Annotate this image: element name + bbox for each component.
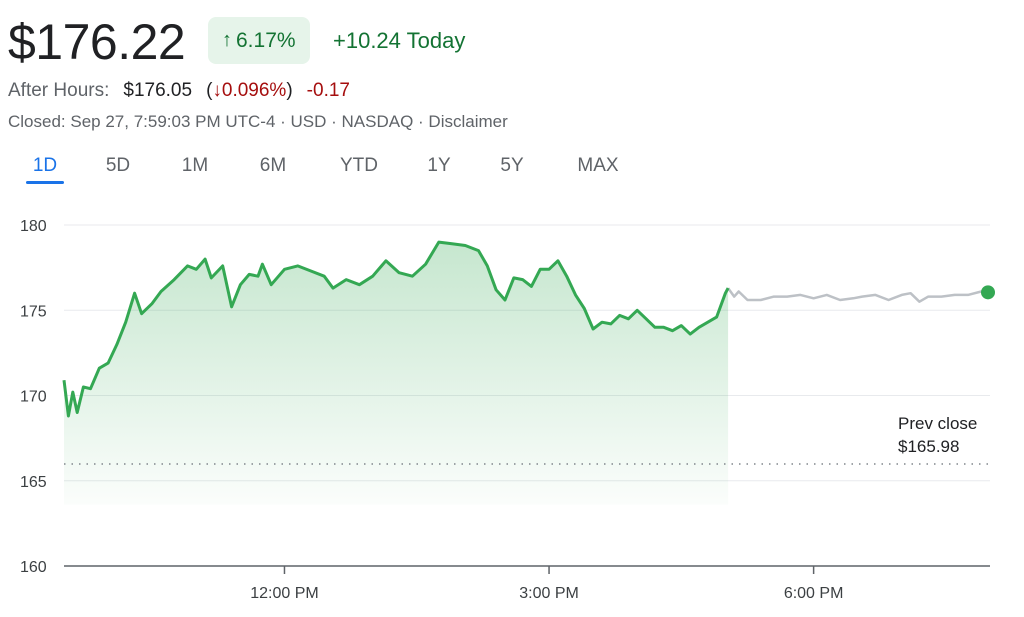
x-tick-label: 3:00 PM	[519, 585, 579, 602]
x-tick-label: 12:00 PM	[250, 585, 318, 602]
after-hours-price: $176.05	[123, 80, 193, 101]
regular-session-line	[62, 240, 730, 418]
after-hours-change: -0.17	[306, 80, 350, 101]
tab-6m[interactable]: 6M	[259, 155, 287, 176]
regular-session-area	[64, 242, 729, 505]
tab-ytd[interactable]: YTD	[340, 155, 378, 176]
current-price: $176.22	[8, 14, 186, 70]
after-hours-percent: ↓0.096%	[212, 80, 287, 101]
tab-1y[interactable]: 1Y	[427, 155, 451, 176]
change-percent-badge: ↑ 6.17%	[208, 17, 310, 64]
y-tick-label: 170	[20, 389, 47, 406]
market-status-meta: Closed: Sep 27, 7:59:03 PM UTC-4 · USD ·…	[8, 112, 508, 131]
y-tick-label: 175	[20, 303, 47, 320]
tab-5d[interactable]: 5D	[105, 155, 131, 176]
tab-5y[interactable]: 5Y	[500, 155, 524, 176]
tab-max[interactable]: MAX	[577, 155, 619, 176]
after-hours-label: After Hours:	[8, 80, 110, 101]
change-today: +10.24 Today	[333, 28, 466, 53]
range-tabs: 1D 5D 1M 6M YTD 1Y 5Y MAX	[0, 150, 700, 184]
after-hours-row: After Hours: $176.05 (↓0.096%) -0.17	[8, 80, 350, 101]
last-price-marker	[981, 285, 995, 300]
tab-1m[interactable]: 1M	[181, 155, 209, 176]
after-hours-line	[727, 287, 991, 303]
y-tick-label: 165	[20, 474, 47, 491]
tab-1d[interactable]: 1D	[26, 150, 64, 184]
arrow-up-icon: ↑	[222, 29, 232, 51]
y-tick-label: 160	[20, 559, 47, 576]
arrow-down-icon: ↓	[212, 80, 222, 101]
y-tick-label: 180	[20, 218, 47, 235]
change-percent-value: 6.17%	[236, 28, 296, 52]
prev-close-value: $165.98	[898, 437, 959, 456]
prev-close-label: Prev close	[898, 414, 977, 433]
x-tick-label: 6:00 PM	[784, 585, 844, 602]
